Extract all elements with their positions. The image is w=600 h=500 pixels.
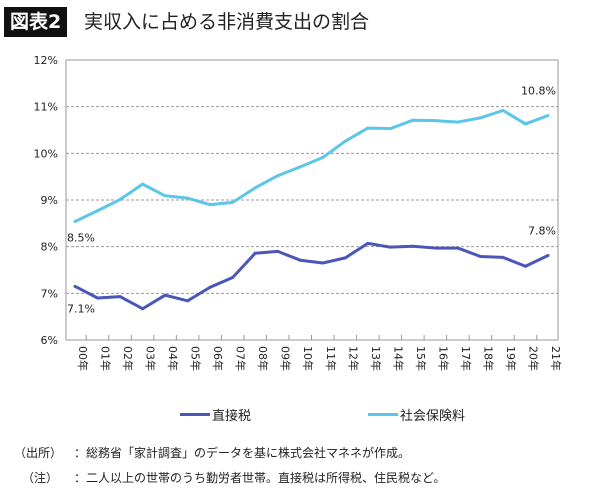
figure-number-badge: 図表2: [4, 7, 68, 37]
x-tick-label: 08年: [256, 346, 270, 371]
data-point: [501, 255, 505, 259]
data-point: [186, 299, 190, 303]
data-point: [546, 114, 550, 118]
line-chart: 6% 7% 8% 9% 10% 11% 12% 00年 01年 02年 03年 04年 05年 06年 07…: [34, 54, 563, 371]
data-point: [253, 251, 257, 255]
data-point: [523, 122, 527, 126]
y-tick-label: 12%: [34, 54, 58, 67]
x-tick-label: 02年: [121, 346, 135, 371]
x-tick-label: 18年: [481, 346, 495, 371]
data-label-last: 10.8%: [521, 85, 556, 98]
x-tick-label: 16年: [436, 346, 450, 371]
data-point: [231, 200, 235, 204]
x-tick-label: 06年: [211, 346, 225, 371]
data-point: [73, 219, 77, 223]
x-tick-label: 17年: [459, 346, 473, 371]
data-point: [343, 256, 347, 260]
source-note: （出所） ：総務省「家計調査」のデータを基に株式会社マネネが作成。: [14, 444, 410, 461]
legend-label: 直接税: [212, 409, 252, 424]
data-point: [523, 264, 527, 268]
data-point: [501, 108, 505, 112]
series-line-social-insurance: [74, 108, 549, 223]
data-point: [411, 244, 415, 248]
data-point: [118, 198, 122, 202]
data-point: [163, 194, 167, 198]
chart-title: 実収入に占める非消費支出の割合: [84, 11, 370, 33]
series-line-direct-tax: [74, 241, 549, 311]
x-tick-label: 00年: [76, 346, 90, 371]
y-tick-label: 10%: [34, 147, 58, 160]
data-point: [186, 196, 190, 200]
note-label: （注）: [22, 471, 59, 485]
data-label-first: 7.1%: [67, 302, 95, 315]
y-tick-label: 6%: [41, 334, 58, 347]
y-tick-label: 7%: [41, 287, 58, 300]
legend-label: 社会保険料: [400, 409, 466, 424]
x-tick-label: 07年: [234, 346, 248, 371]
x-tick-label: 12年: [346, 346, 360, 371]
data-point: [456, 120, 460, 124]
x-tick-label: 05年: [189, 346, 203, 371]
data-point: [231, 275, 235, 279]
data-point: [141, 307, 145, 311]
data-point: [343, 139, 347, 143]
note-text: ：二人以上の世帯のうち勤労者世帯。直接税は所得税、住民税など。: [74, 471, 446, 485]
x-tick-label: 09年: [279, 346, 293, 371]
data-point: [298, 258, 302, 262]
legend-swatch: [180, 413, 210, 416]
data-point: [321, 156, 325, 160]
data-point: [478, 254, 482, 258]
data-point: [411, 118, 415, 122]
y-tick-label: 8%: [41, 241, 58, 254]
x-tick-label: 19年: [504, 346, 518, 371]
data-point: [321, 261, 325, 265]
x-tick-label: 11年: [324, 346, 338, 371]
data-point: [73, 284, 77, 288]
data-point: [141, 182, 145, 186]
x-tick-label: 15年: [414, 346, 428, 371]
data-point: [96, 296, 100, 300]
note-label: （出所）: [14, 446, 63, 460]
y-tick-label: 11%: [34, 101, 58, 114]
data-point: [546, 254, 550, 258]
note-text: ：総務省「家計調査」のデータを基に株式会社マネネが作成。: [74, 446, 411, 460]
data-point: [276, 174, 280, 178]
y-tick-label: 9%: [41, 194, 58, 207]
x-tick-label: 13年: [369, 346, 383, 371]
x-tick-label: 10年: [301, 346, 315, 371]
data-point: [118, 295, 122, 299]
data-point: [276, 249, 280, 253]
x-tick-label: 20年: [526, 346, 540, 371]
x-tick-label: 21年: [549, 346, 563, 371]
data-point: [433, 119, 437, 123]
legend-item-direct-tax: 直接税: [180, 405, 251, 424]
data-point: [388, 127, 392, 131]
data-point: [208, 203, 212, 207]
x-tick-label: 01年: [99, 346, 113, 371]
x-tick-label: 14年: [391, 346, 405, 371]
data-point: [366, 126, 370, 130]
data-point: [366, 241, 370, 245]
data-point: [208, 285, 212, 289]
legend-item-social-insurance: 社会保険料: [368, 405, 465, 424]
data-point: [253, 186, 257, 190]
data-point: [163, 293, 167, 297]
data-point: [456, 246, 460, 250]
data-point: [298, 165, 302, 169]
data-label-first: 8.5%: [67, 231, 95, 244]
footnote: （注） ：二人以上の世帯のうち勤労者世帯。直接税は所得税、住民税など。: [22, 469, 445, 486]
x-tick-label: 04年: [166, 346, 180, 371]
data-point: [478, 116, 482, 120]
x-tick-label: 03年: [144, 346, 158, 371]
data-point: [388, 245, 392, 249]
legend-swatch: [368, 413, 398, 416]
data-label-last: 7.8%: [528, 225, 556, 238]
data-point: [433, 246, 437, 250]
data-point: [96, 209, 100, 213]
